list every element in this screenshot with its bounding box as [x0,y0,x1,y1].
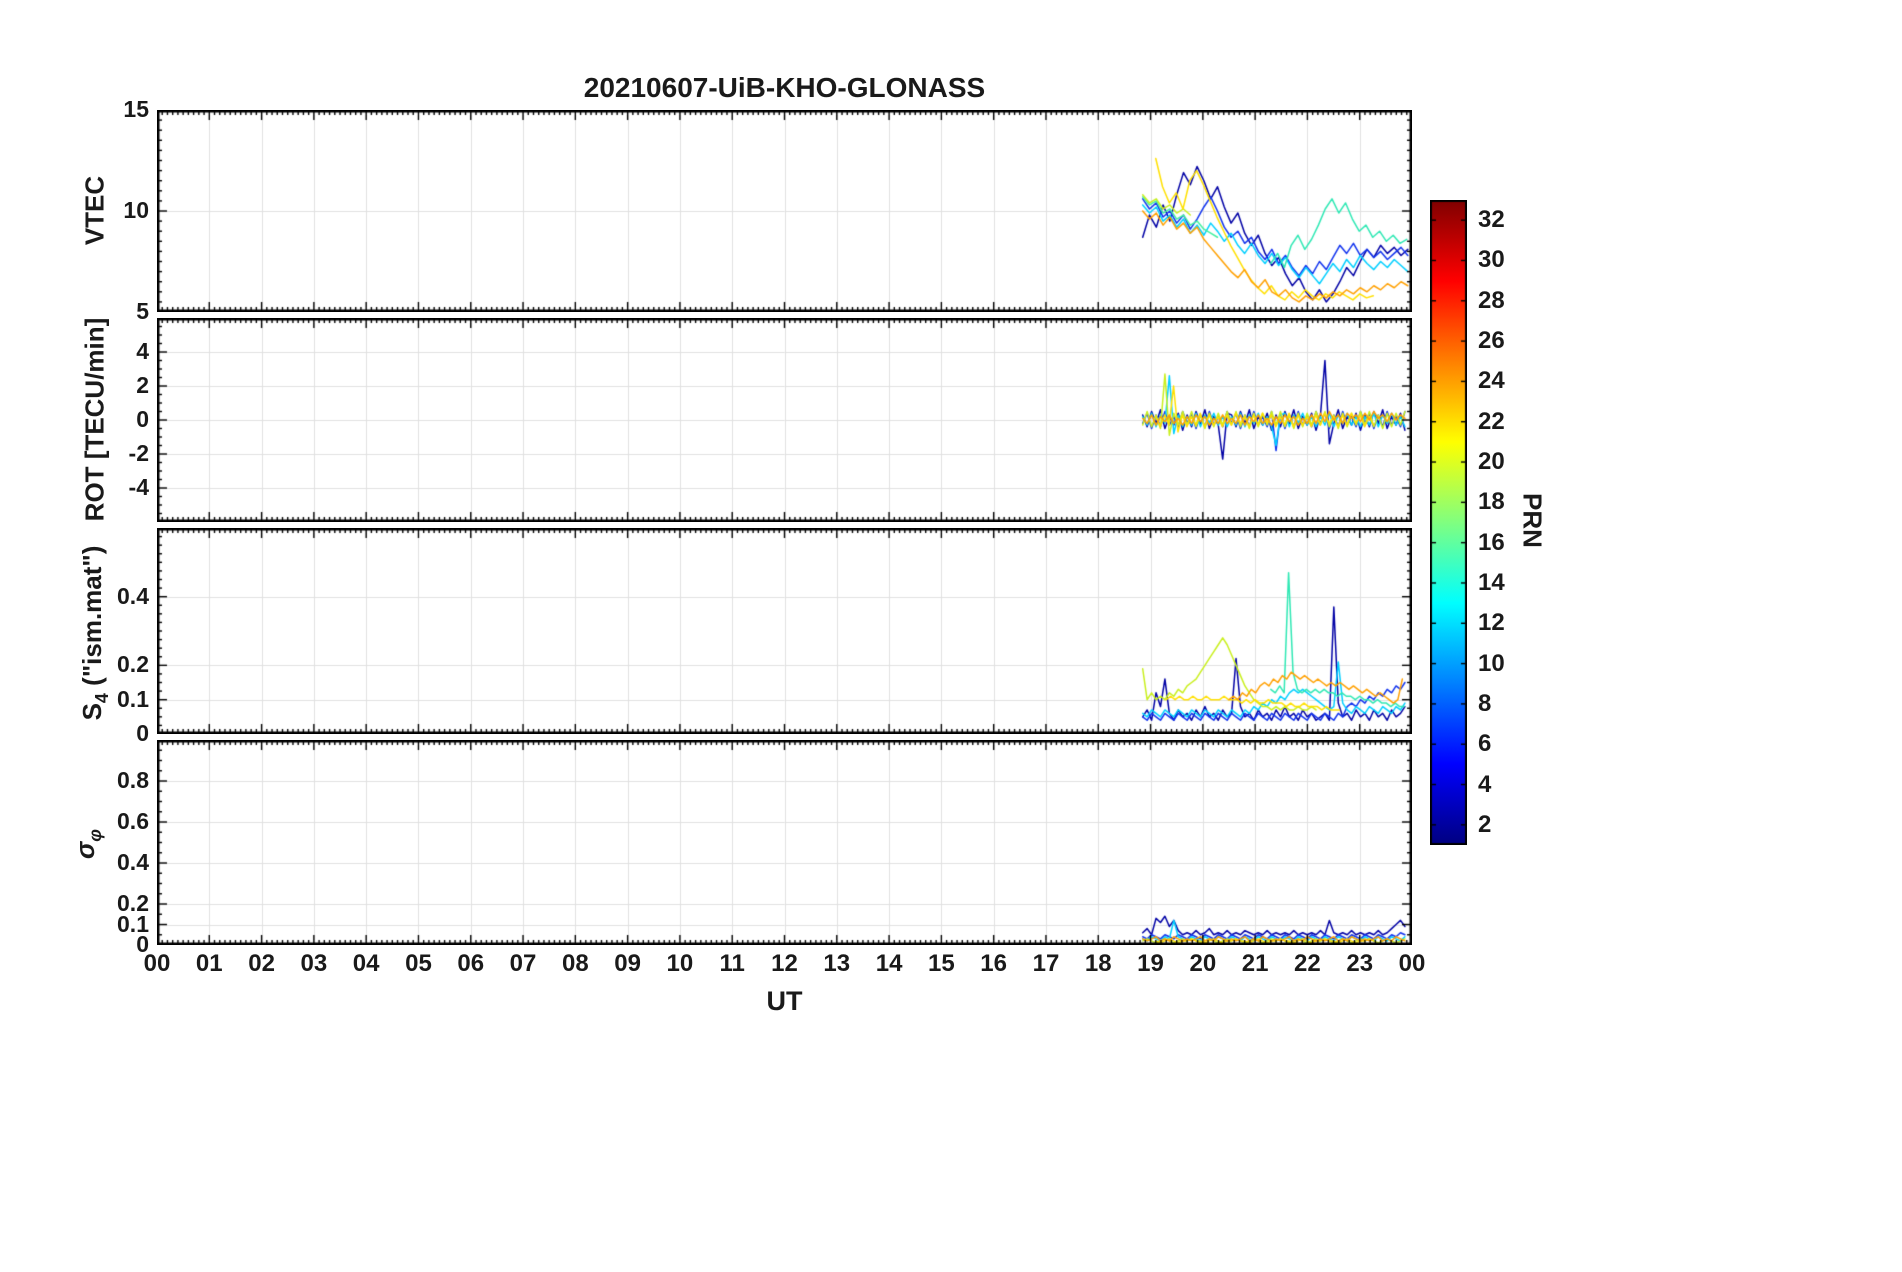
x-tick-label: 01 [195,950,223,977]
y-tick-label: 15 [123,96,149,122]
colorbar-tick-label: 20 [1478,448,1505,476]
x-tick-label: 22 [1294,950,1321,977]
y-tick-label: 0.8 [117,767,149,793]
colorbar-tick-label: 24 [1478,367,1505,395]
y-tick-label: 0.1 [117,685,149,712]
colorbar-tick-label: 26 [1478,327,1505,355]
x-tick-label: 19 [1137,950,1164,977]
colorbar-tick-label: 18 [1478,488,1505,516]
x-tick-label: 17 [1032,950,1060,977]
colorbar-tick-label: 8 [1478,689,1492,717]
y-tick-label: 5 [136,298,149,324]
colorbar-tick-label: 12 [1478,609,1505,637]
colorbar-tick-label: 28 [1478,286,1505,314]
y-tick-label: 0 [136,931,149,957]
vtec-panel-canvas [157,110,1412,312]
y-tick-label: 0.1 [117,910,149,937]
colorbar-tick-label: 32 [1478,206,1505,234]
colorbar-tick-label: 10 [1478,649,1505,677]
x-tick-label: 08 [561,950,589,977]
x-tick-label: 21 [1241,950,1269,977]
colorbar-label: PRN [1517,493,1548,548]
y-tick-label: 0 [136,720,149,746]
x-axis-label: UT [766,986,803,1016]
y-tick-label: -2 [128,440,149,466]
y-tick-label: 0 [136,406,149,432]
x-tick-label: 05 [405,950,432,977]
x-tick-label: 10 [666,950,694,977]
y-tick-label: 10 [123,197,149,223]
chart-title: 20210607-UiB-KHO-GLONASS [583,72,986,103]
x-tick-label: 03 [300,950,328,977]
colorbar-tick-label: 30 [1478,246,1505,274]
y-tick-label: 0.4 [117,849,149,875]
x-tick-label: 07 [509,950,537,977]
sigma-phi-panel-canvas [157,740,1412,945]
y-tick-label: 0.2 [117,651,149,678]
colorbar-tick-label: 22 [1478,407,1505,435]
y-tick-label: -4 [128,474,149,500]
x-tick-label: 13 [823,950,851,977]
x-tick-label: 14 [875,950,903,977]
x-tick-label: 20 [1189,950,1217,977]
s4-panel-canvas [157,528,1412,734]
y-tick-label: 2 [136,372,149,398]
colorbar-canvas [1430,200,1467,845]
x-tick-label: 00 [1398,950,1426,977]
y-tick-label: 0.2 [117,890,149,916]
y-tick-label: 4 [136,338,149,364]
x-tick-label: 12 [771,950,798,977]
sigma-phi-axis-label: σφ [70,784,106,904]
colorbar-tick-label: 6 [1478,730,1492,758]
x-tick-label: 23 [1346,950,1374,977]
y-tick-label: 0.6 [117,808,149,834]
x-tick-label: 16 [980,950,1007,977]
x-tick-label: 02 [248,950,275,977]
colorbar-tick-label: 14 [1478,568,1505,596]
x-tick-label: 11 [719,950,745,977]
x-tick-label: 09 [614,950,641,977]
x-tick-label: 06 [457,950,485,977]
x-tick-label: 18 [1084,950,1112,977]
colorbar-tick-label: 4 [1478,770,1492,798]
rot-panel-canvas [157,318,1412,522]
colorbar-tick-label: 2 [1478,810,1492,838]
x-tick-label: 00 [143,950,171,977]
y-tick-label: 0.4 [117,582,149,609]
x-tick-label: 15 [928,950,955,977]
x-tick-label: 04 [352,950,380,977]
colorbar-tick-label: 16 [1478,528,1505,556]
